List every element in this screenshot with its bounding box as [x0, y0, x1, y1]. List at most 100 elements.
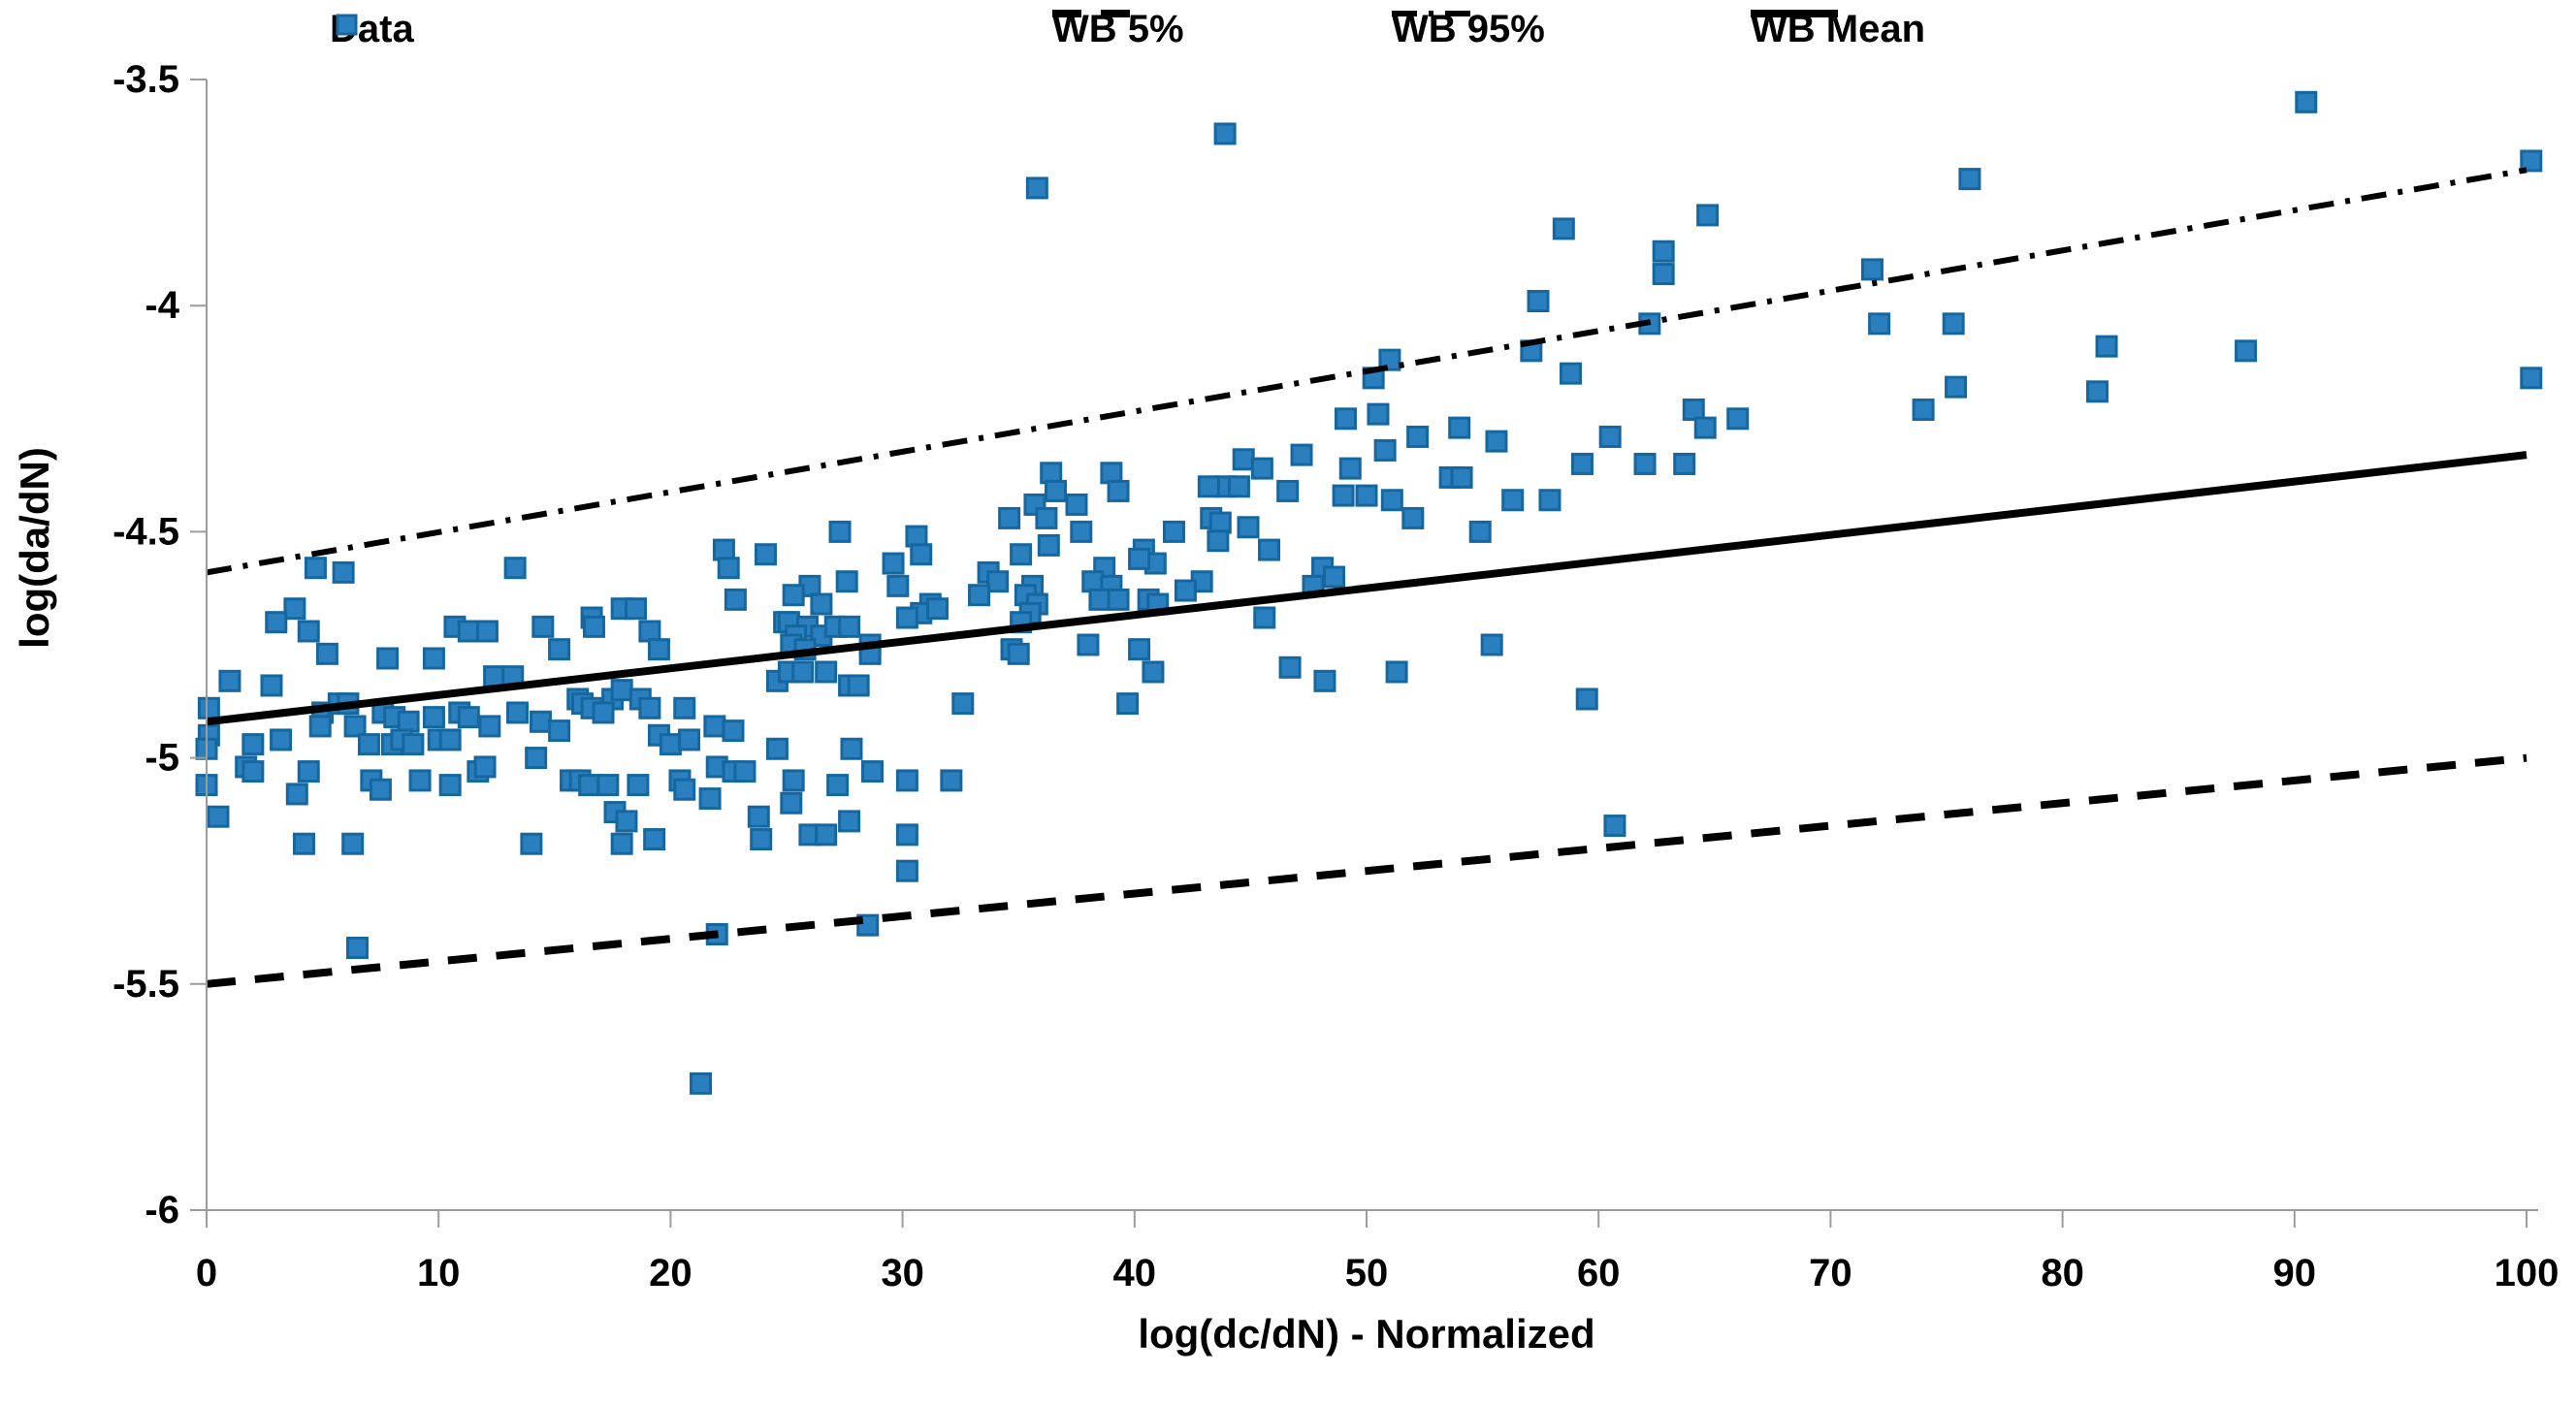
data-point [582, 615, 605, 638]
data-point [1332, 484, 1355, 507]
data-point [397, 710, 420, 733]
data-point [689, 1071, 712, 1095]
data-point [265, 611, 288, 634]
data-point [733, 760, 757, 783]
data-point [940, 769, 963, 792]
data-point [292, 832, 315, 855]
data-point [1912, 398, 1935, 421]
data-point [332, 560, 355, 584]
data-point [592, 701, 615, 724]
data-point [1128, 547, 1151, 570]
data-point [1527, 290, 1550, 313]
data-point [810, 592, 833, 616]
data-point [2235, 339, 2258, 363]
data-point [627, 774, 650, 797]
data-point [1258, 538, 1281, 561]
data-point [765, 737, 789, 760]
data-point [315, 642, 338, 665]
data-point [1945, 375, 1968, 399]
data-point [2520, 149, 2543, 173]
data-point [722, 719, 745, 743]
data-point [625, 597, 648, 621]
data-point [968, 584, 991, 607]
data-point [861, 760, 885, 783]
data-point [548, 638, 571, 661]
data-point [838, 615, 861, 638]
data-point [1044, 479, 1067, 502]
data-point [1373, 438, 1397, 462]
data-point [1401, 506, 1425, 529]
data-point [1652, 240, 1675, 263]
data-point [207, 805, 230, 828]
data-point [1682, 398, 1705, 421]
y-tick-label: -5.5 [113, 963, 179, 1006]
y-axis-title: log(da/dN) [12, 447, 57, 649]
data-point [986, 570, 1010, 593]
data-point [242, 733, 265, 756]
data-point [673, 696, 696, 719]
y-tick-label: -6 [145, 1189, 179, 1231]
data-point [815, 823, 838, 847]
data-point [1116, 692, 1140, 716]
x-tick-label: 20 [649, 1252, 692, 1294]
data-point [882, 552, 905, 575]
data-point [1253, 606, 1276, 629]
data-point [531, 615, 555, 638]
data-point [638, 620, 661, 643]
data-point [438, 774, 462, 797]
data-point [1480, 633, 1503, 656]
data-point [2295, 90, 2318, 113]
data-point [285, 783, 308, 806]
data-point [345, 936, 369, 959]
data-point [1958, 168, 1981, 191]
data-point [478, 715, 501, 738]
data-point [1652, 263, 1675, 286]
data-point [548, 719, 571, 743]
data-point [1942, 312, 1965, 336]
data-point [1037, 533, 1060, 557]
data-point [643, 828, 666, 851]
x-tick-label: 70 [1809, 1252, 1852, 1294]
data-point [638, 696, 661, 719]
legend-item-wb95: WB 95% [1392, 8, 1545, 50]
data-point [1633, 452, 1657, 475]
data-point [369, 778, 392, 801]
data-point [1468, 520, 1492, 543]
data-point [596, 774, 620, 797]
dashed-line-icon [1052, 10, 1140, 17]
data-point [1570, 452, 1594, 475]
data-point [1227, 475, 1250, 498]
data-point [1355, 484, 1378, 507]
data-point [724, 588, 747, 611]
data-point [782, 769, 805, 792]
data-point [1077, 633, 1100, 656]
data-point [503, 557, 527, 580]
wb95-line [206, 167, 2528, 576]
data-point [951, 692, 975, 716]
data-point [847, 674, 870, 697]
data-point [1208, 511, 1232, 534]
data-point [473, 755, 497, 779]
x-tick-label: 30 [881, 1252, 924, 1294]
data-point [782, 584, 805, 607]
x-tick-label: 60 [1577, 1252, 1621, 1294]
data-point [791, 660, 815, 684]
data-point [1603, 815, 1626, 838]
data-point [1860, 258, 1884, 281]
data-point [1868, 312, 1891, 336]
data-point [1290, 443, 1313, 466]
data-point [343, 715, 367, 738]
data-point [1162, 520, 1185, 543]
data-point [270, 728, 293, 751]
data-point [1081, 570, 1105, 593]
data-point [520, 832, 543, 855]
data-point [1213, 122, 1237, 145]
x-tick-label: 10 [417, 1252, 461, 1294]
data-point [1070, 520, 1093, 543]
data-point [1107, 588, 1130, 611]
data-point [1323, 565, 1346, 589]
data-point [610, 832, 633, 855]
data-point [1696, 204, 1720, 227]
